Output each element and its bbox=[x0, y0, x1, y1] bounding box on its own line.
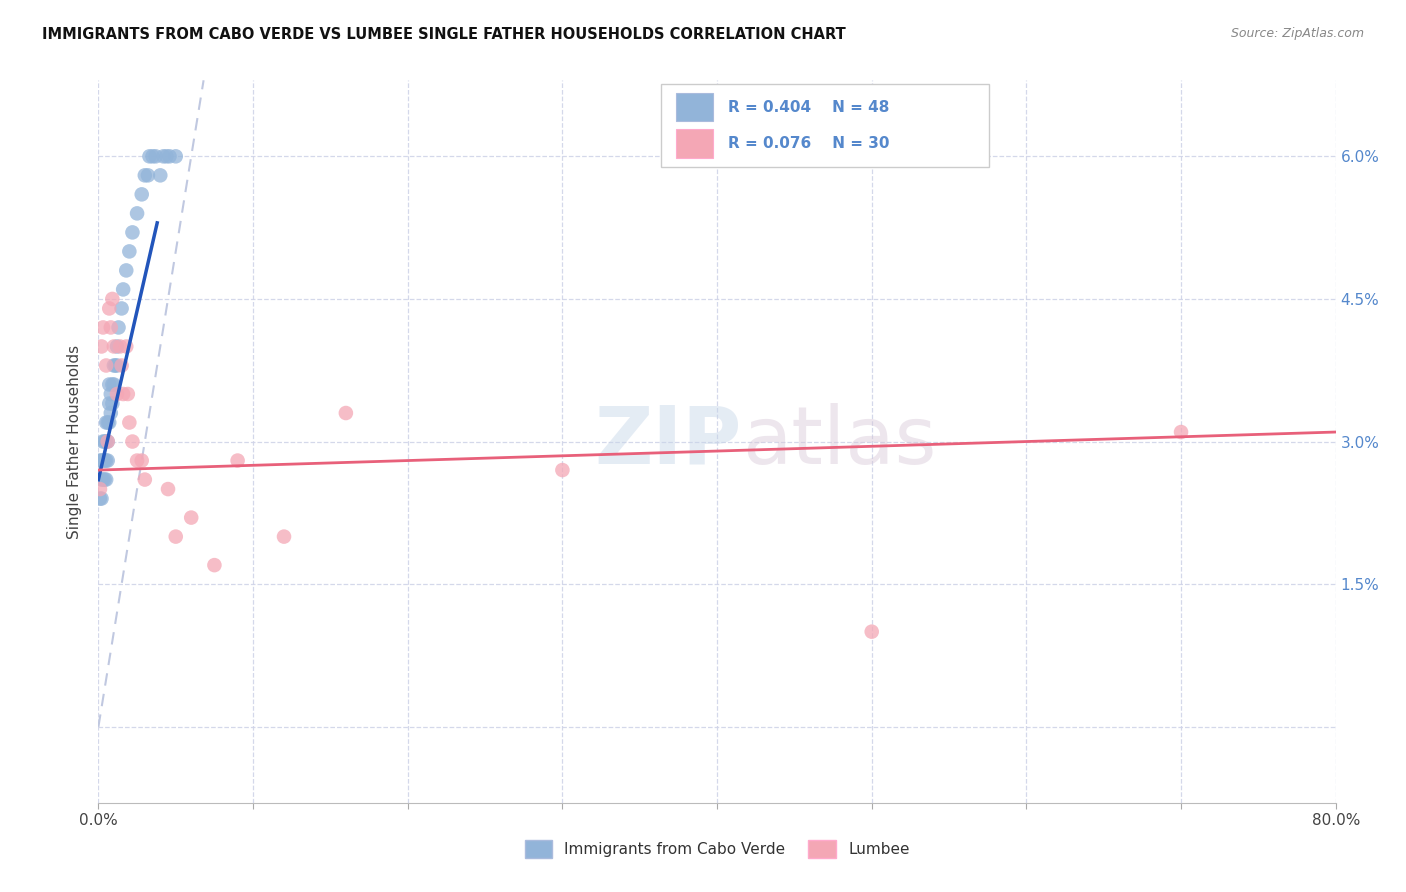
Immigrants from Cabo Verde bbox=[96, 473, 118, 487]
Immigrants from Cabo Verde bbox=[115, 263, 138, 277]
Immigrants from Cabo Verde bbox=[107, 320, 129, 334]
Legend: Immigrants from Cabo Verde, Lumbee: Immigrants from Cabo Verde, Lumbee bbox=[519, 834, 915, 863]
Immigrants from Cabo Verde bbox=[96, 453, 118, 467]
Bar bbox=[676, 93, 713, 121]
Immigrants from Cabo Verde bbox=[103, 377, 125, 392]
Immigrants from Cabo Verde bbox=[103, 359, 125, 373]
Immigrants from Cabo Verde bbox=[105, 359, 128, 373]
Lumbee bbox=[204, 558, 226, 573]
Immigrants from Cabo Verde bbox=[165, 149, 187, 163]
Immigrants from Cabo Verde bbox=[131, 187, 153, 202]
Immigrants from Cabo Verde bbox=[97, 434, 120, 449]
Immigrants from Cabo Verde bbox=[90, 473, 112, 487]
Immigrants from Cabo Verde bbox=[100, 387, 122, 401]
Lumbee bbox=[91, 320, 114, 334]
Immigrants from Cabo Verde bbox=[118, 244, 141, 259]
Y-axis label: Single Father Households: Single Father Households bbox=[67, 344, 83, 539]
Lumbee bbox=[112, 387, 135, 401]
Immigrants from Cabo Verde bbox=[134, 169, 156, 183]
Immigrants from Cabo Verde bbox=[104, 359, 127, 373]
Immigrants from Cabo Verde bbox=[100, 406, 122, 420]
Immigrants from Cabo Verde bbox=[98, 377, 121, 392]
Immigrants from Cabo Verde bbox=[136, 169, 159, 183]
Lumbee bbox=[131, 453, 153, 467]
Immigrants from Cabo Verde bbox=[152, 149, 174, 163]
Lumbee bbox=[90, 339, 112, 353]
Lumbee bbox=[96, 359, 118, 373]
Bar bbox=[661, 84, 990, 167]
Lumbee bbox=[100, 320, 122, 334]
Lumbee bbox=[98, 301, 121, 316]
Text: IMMIGRANTS FROM CABO VERDE VS LUMBEE SINGLE FATHER HOUSEHOLDS CORRELATION CHART: IMMIGRANTS FROM CABO VERDE VS LUMBEE SIN… bbox=[42, 27, 846, 42]
Text: ZIP: ZIP bbox=[595, 402, 742, 481]
Lumbee bbox=[115, 339, 138, 353]
Lumbee bbox=[111, 359, 132, 373]
Lumbee bbox=[180, 510, 202, 524]
Immigrants from Cabo Verde bbox=[98, 396, 121, 410]
Immigrants from Cabo Verde bbox=[91, 473, 114, 487]
Lumbee bbox=[89, 482, 111, 496]
Immigrants from Cabo Verde bbox=[91, 453, 114, 467]
Lumbee bbox=[226, 453, 249, 467]
Immigrants from Cabo Verde bbox=[93, 473, 115, 487]
Immigrants from Cabo Verde bbox=[112, 282, 135, 296]
Lumbee bbox=[860, 624, 883, 639]
Lumbee bbox=[118, 416, 141, 430]
Immigrants from Cabo Verde bbox=[93, 434, 115, 449]
Lumbee bbox=[127, 453, 149, 467]
Immigrants from Cabo Verde bbox=[121, 226, 143, 240]
Lumbee bbox=[335, 406, 357, 420]
Immigrants from Cabo Verde bbox=[141, 149, 165, 163]
Lumbee bbox=[105, 387, 128, 401]
Immigrants from Cabo Verde bbox=[89, 453, 111, 467]
Immigrants from Cabo Verde bbox=[90, 453, 112, 467]
Immigrants from Cabo Verde bbox=[145, 149, 167, 163]
Immigrants from Cabo Verde bbox=[149, 169, 172, 183]
Lumbee bbox=[117, 387, 139, 401]
Immigrants from Cabo Verde bbox=[91, 434, 114, 449]
Lumbee bbox=[103, 339, 125, 353]
Immigrants from Cabo Verde bbox=[138, 149, 160, 163]
Text: R = 0.076    N = 30: R = 0.076 N = 30 bbox=[728, 136, 890, 152]
Lumbee bbox=[97, 434, 120, 449]
Lumbee bbox=[551, 463, 574, 477]
Immigrants from Cabo Verde bbox=[111, 301, 132, 316]
Immigrants from Cabo Verde bbox=[105, 339, 128, 353]
Immigrants from Cabo Verde bbox=[97, 416, 120, 430]
Immigrants from Cabo Verde bbox=[98, 416, 121, 430]
Text: Source: ZipAtlas.com: Source: ZipAtlas.com bbox=[1230, 27, 1364, 40]
Bar bbox=[676, 129, 713, 158]
Immigrants from Cabo Verde bbox=[155, 149, 177, 163]
Lumbee bbox=[165, 530, 187, 544]
Lumbee bbox=[273, 530, 295, 544]
Immigrants from Cabo Verde bbox=[159, 149, 181, 163]
Lumbee bbox=[121, 434, 143, 449]
Immigrants from Cabo Verde bbox=[97, 453, 120, 467]
Text: atlas: atlas bbox=[742, 402, 936, 481]
Immigrants from Cabo Verde bbox=[89, 491, 111, 506]
Lumbee bbox=[1170, 425, 1192, 439]
Lumbee bbox=[134, 473, 156, 487]
Lumbee bbox=[157, 482, 180, 496]
Immigrants from Cabo Verde bbox=[93, 453, 115, 467]
Immigrants from Cabo Verde bbox=[101, 396, 124, 410]
Immigrants from Cabo Verde bbox=[96, 434, 118, 449]
Lumbee bbox=[101, 292, 124, 306]
Immigrants from Cabo Verde bbox=[90, 491, 112, 506]
Immigrants from Cabo Verde bbox=[101, 377, 124, 392]
Text: R = 0.404    N = 48: R = 0.404 N = 48 bbox=[728, 100, 890, 114]
Immigrants from Cabo Verde bbox=[96, 416, 118, 430]
Immigrants from Cabo Verde bbox=[127, 206, 149, 220]
Lumbee bbox=[108, 339, 131, 353]
